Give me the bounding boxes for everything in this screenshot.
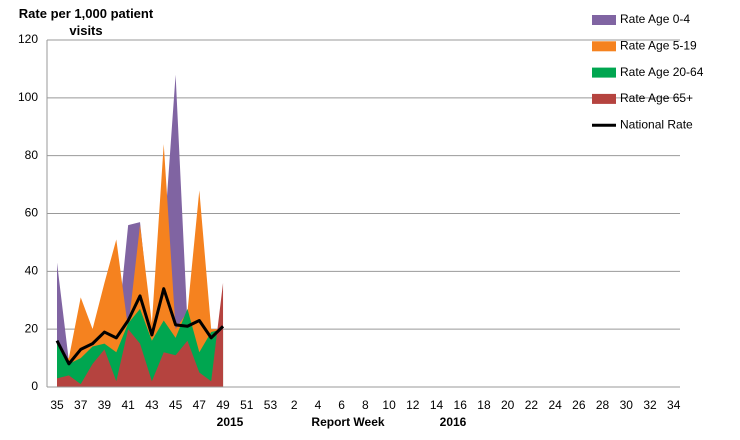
x-tick-label: 8 — [362, 398, 369, 412]
y-tick-label: 40 — [25, 264, 39, 278]
x-tick-label: 47 — [193, 398, 207, 412]
x-tick-label: 10 — [382, 398, 396, 412]
x-tick-label: 16 — [454, 398, 468, 412]
x-tick-label: 20 — [501, 398, 515, 412]
x-tick-label: 18 — [477, 398, 491, 412]
x-axis-label: Report Week — [311, 415, 384, 429]
legend-label: Rate Age 65+ — [620, 91, 693, 105]
x-tick-label: 26 — [572, 398, 586, 412]
legend-label: Rate Age 20-64 — [620, 65, 704, 79]
x-tick-label: 41 — [121, 398, 135, 412]
x-tick-label: 4 — [315, 398, 322, 412]
y-tick-label: 60 — [25, 206, 39, 220]
x-tick-label: 49 — [216, 398, 230, 412]
chart-title: Rate per 1,000 patient visits — [18, 6, 154, 38]
x-tick-label: 28 — [596, 398, 610, 412]
area — [57, 282, 224, 387]
legend-swatch — [592, 41, 616, 52]
x-tick-label: 34 — [667, 398, 681, 412]
x-tick-label: 2 — [291, 398, 298, 412]
x-tick-label: 6 — [338, 398, 345, 412]
x-tick-label: 45 — [169, 398, 183, 412]
legend-swatch — [592, 93, 616, 104]
line — [55, 287, 225, 366]
y-tick-label: 20 — [25, 321, 39, 335]
x-tick-label: 51 — [240, 398, 254, 412]
x-tick-label: 39 — [98, 398, 112, 412]
x-tick-label: 43 — [145, 398, 159, 412]
legend-swatch — [592, 15, 616, 25]
y-tick-label: 120 — [18, 32, 38, 46]
legend-label: Rate Age 5-19 — [620, 38, 697, 52]
x-tick-label: 30 — [620, 398, 634, 412]
x-tick-label: 24 — [548, 398, 562, 412]
x-tick-label: 37 — [74, 398, 88, 412]
legend-label: National Rate — [620, 117, 693, 131]
y-tick-label: 80 — [25, 148, 39, 162]
x-tick-label: 12 — [406, 398, 420, 412]
x-tick-label: 32 — [643, 398, 657, 412]
legend-label: Rate Age 0-4 — [620, 12, 690, 26]
x-tick-label: 53 — [264, 398, 278, 412]
legend-swatch — [592, 67, 616, 78]
year-label: 2016 — [440, 415, 467, 429]
y-tick-label: 100 — [18, 90, 38, 104]
year-label: 2015 — [217, 415, 244, 429]
x-tick-label: 22 — [525, 398, 539, 412]
x-tick-label: 14 — [430, 398, 444, 412]
y-tick-label: 0 — [31, 379, 38, 393]
x-tick-label: 35 — [50, 398, 64, 412]
